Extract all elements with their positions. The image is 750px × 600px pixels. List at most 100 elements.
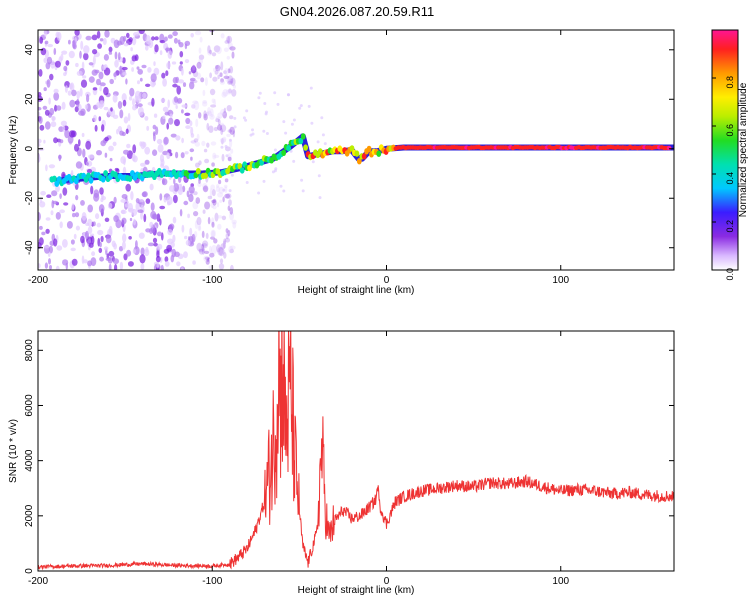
noise-speckle — [159, 40, 166, 44]
ridge-cell — [300, 133, 306, 140]
noise-speckle — [228, 189, 232, 193]
noise-speckle — [189, 227, 193, 237]
noise-speckle — [113, 215, 119, 223]
noise-speckle — [190, 133, 195, 138]
noise-speckle — [318, 196, 322, 200]
noise-speckle — [38, 95, 43, 102]
noise-speckle — [123, 253, 128, 261]
noise-speckle — [38, 138, 42, 144]
noise-speckle — [210, 141, 217, 146]
noise-speckle — [127, 112, 131, 122]
noise-speckle — [93, 189, 100, 198]
noise-speckle — [229, 65, 234, 74]
noise-speckle — [124, 203, 130, 208]
noise-speckle — [149, 221, 154, 228]
noise-speckle — [128, 96, 133, 101]
noise-speckle — [152, 213, 158, 220]
noise-speckle — [107, 202, 113, 209]
ridge-cell — [239, 167, 245, 174]
noise-speckle — [112, 258, 119, 265]
noise-speckle — [85, 35, 92, 41]
noise-speckle — [74, 106, 79, 113]
noise-speckle — [198, 112, 202, 119]
noise-speckle — [76, 90, 80, 100]
noise-speckle — [126, 143, 131, 149]
figure-title: GN04.2026.087.20.59.R11 — [280, 4, 434, 19]
noise-speckle — [222, 240, 226, 249]
noise-speckle — [169, 185, 175, 192]
ridge-cell — [86, 172, 91, 179]
noise-speckle — [202, 100, 208, 104]
noise-speckle — [48, 164, 56, 169]
noise-speckle — [210, 104, 217, 108]
noise-speckle — [151, 97, 155, 107]
noise-speckle — [215, 186, 221, 193]
noise-speckle — [192, 201, 199, 210]
noise-speckle — [154, 36, 159, 41]
noise-speckle — [203, 255, 208, 262]
noise-speckle — [53, 238, 58, 247]
x-tick-label: -200 — [28, 275, 48, 286]
noise-speckle — [72, 40, 76, 49]
noise-speckle — [47, 43, 53, 48]
ridge-cell — [52, 175, 57, 182]
noise-speckle — [160, 264, 164, 270]
noise-speckle — [53, 88, 59, 94]
noise-speckle — [67, 90, 72, 96]
noise-speckle — [59, 209, 65, 214]
noise-speckle — [163, 197, 167, 203]
noise-speckle — [213, 238, 218, 244]
noise-speckle — [220, 78, 225, 83]
noise-speckle — [202, 185, 209, 193]
noise-speckle — [202, 209, 206, 214]
noise-speckle — [64, 85, 68, 93]
noise-speckle — [198, 178, 201, 184]
noise-speckle — [108, 145, 114, 152]
noise-speckle — [212, 152, 217, 160]
noise-speckle — [102, 64, 107, 71]
spectrogram-xlabel: Height of straight line (km) — [298, 285, 415, 296]
noise-speckle — [153, 113, 158, 118]
noise-speckle — [221, 91, 227, 98]
noise-speckle — [217, 223, 222, 230]
colorbar-tick-label: 0.6 — [725, 124, 735, 137]
noise-speckle — [231, 51, 235, 59]
noise-speckle — [188, 185, 195, 194]
noise-speckle — [193, 211, 199, 217]
noise-speckle — [159, 193, 163, 201]
noise-speckle — [198, 57, 203, 65]
noise-speckle — [76, 98, 80, 108]
noise-speckle — [167, 34, 173, 39]
noise-speckle — [63, 65, 68, 72]
noise-speckle — [201, 140, 206, 147]
noise-speckle — [88, 76, 95, 83]
noise-speckle — [209, 188, 213, 197]
noise-speckle — [187, 213, 191, 219]
noise-speckle — [100, 197, 104, 203]
noise-speckle — [86, 169, 93, 174]
noise-speckle — [43, 30, 47, 37]
noise-speckle — [121, 66, 128, 71]
noise-speckle — [156, 261, 160, 269]
noise-speckle — [49, 107, 55, 116]
noise-speckle — [90, 235, 95, 245]
noise-speckle — [220, 145, 224, 149]
noise-speckle — [113, 196, 117, 204]
noise-speckle — [123, 116, 129, 124]
noise-speckle — [227, 75, 234, 85]
noise-speckle — [196, 242, 202, 252]
noise-speckle — [145, 228, 151, 233]
noise-speckle — [129, 87, 135, 97]
noise-speckle — [74, 30, 80, 36]
noise-speckle — [217, 124, 223, 131]
noise-speckle — [217, 192, 224, 198]
noise-speckle — [114, 264, 118, 270]
noise-speckle — [210, 202, 215, 208]
noise-speckle — [211, 189, 216, 197]
noise-speckle — [60, 120, 67, 127]
noise-speckle — [166, 244, 173, 252]
noise-speckle — [204, 250, 210, 254]
ridge-cell — [100, 176, 106, 183]
noise-speckle — [160, 98, 166, 103]
